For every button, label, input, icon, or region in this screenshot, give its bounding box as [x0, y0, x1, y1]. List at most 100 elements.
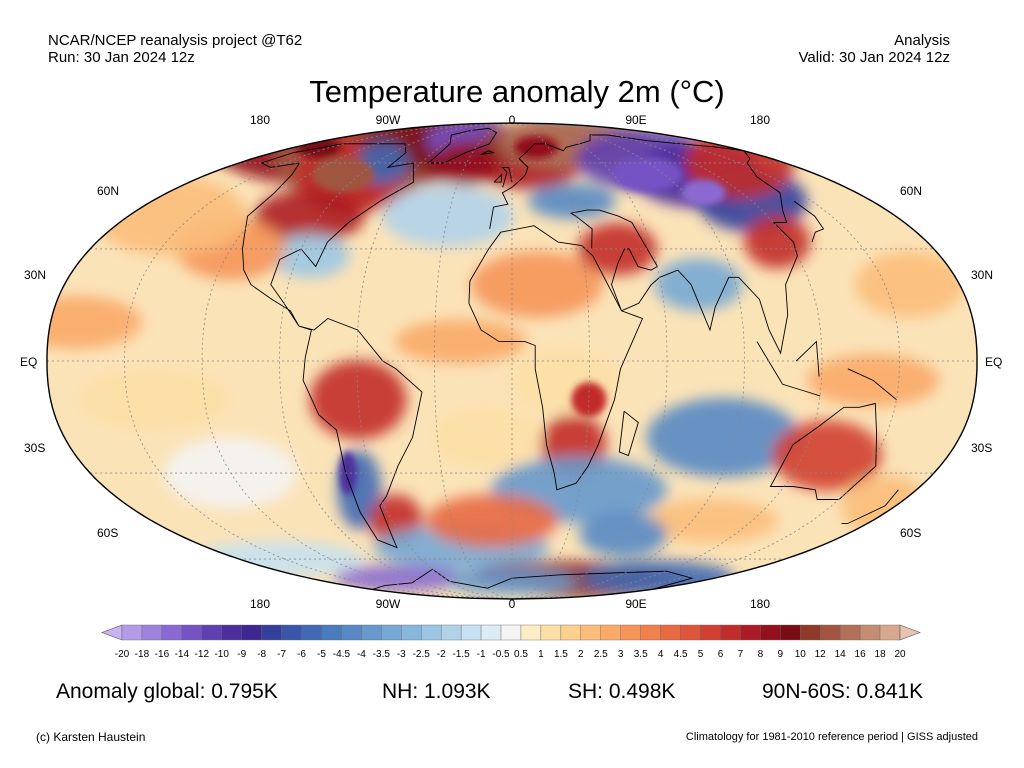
colorbar-tick-label: 10	[795, 649, 807, 660]
colorbar-cell	[500, 624, 522, 641]
colorbar-cell	[859, 624, 881, 641]
lon-label-top: 90W	[376, 113, 401, 127]
colorbar-cell	[440, 624, 462, 641]
lon-label-bottom: 0	[509, 597, 516, 611]
colorbar-tick-label: -12	[195, 649, 210, 660]
colorbar-cell	[720, 624, 741, 641]
colorbar-cell	[221, 624, 242, 641]
lon-label-top: 90E	[625, 113, 646, 127]
global-anomaly: Anomaly global: 0.795K	[56, 680, 278, 703]
colorbar-tick-label: 2.5	[594, 649, 608, 660]
colorbar-cell	[141, 624, 163, 641]
colorbar-tick-label: -9	[237, 649, 246, 660]
credit-label: (c) Karsten Haustein	[36, 730, 146, 744]
colorbar-cell	[241, 624, 262, 641]
colorbar-cell	[421, 624, 442, 641]
colorbar-tick-label: 14	[835, 649, 847, 660]
colorbar-tick-label: 6	[718, 649, 724, 660]
lon-label-bottom: 90W	[376, 597, 401, 611]
colorbar-tick-label: 1	[538, 649, 544, 660]
analysis-label: Analysis	[894, 32, 950, 49]
colorbar-cell	[580, 624, 601, 641]
colorbar-tick-label: 5	[698, 649, 704, 660]
colorbar-tick-label: -20	[115, 649, 130, 660]
anomaly-field	[47, 123, 977, 599]
colorbar-tick-label: 3	[618, 649, 624, 660]
colorbar-tick-label: -14	[175, 649, 190, 660]
colorbar-tick-label: -2	[437, 649, 446, 660]
colorbar-tick-label: 1.5	[554, 649, 568, 660]
colorbar-cell	[600, 624, 621, 641]
lon-label-top: 180	[750, 113, 770, 127]
colorbar-tick-label: 12	[815, 649, 827, 660]
colorbar-cell	[341, 624, 362, 641]
colorbar-tick-label: -18	[135, 649, 150, 660]
lat-label-right: 30N	[971, 268, 993, 282]
colorbar-tick-label: -1.5	[452, 649, 470, 660]
colorbar-tick-label: -2.5	[413, 649, 431, 660]
lat-label-left: 30S	[24, 441, 45, 455]
colorbar-tick-label: 0.5	[514, 649, 528, 660]
globe-outline	[46, 122, 978, 600]
colorbar-cell	[620, 624, 641, 641]
colorbar-tick-label: -4.5	[333, 649, 351, 660]
colorbar-cell	[560, 624, 582, 641]
colorbar-tick-label: 4	[658, 649, 664, 660]
lat-label-right: 60N	[900, 184, 922, 198]
source-label: NCAR/NCEP reanalysis project @T62	[48, 32, 303, 49]
colorbar-cell	[640, 624, 661, 641]
colorbar-tick-label: 8	[758, 649, 764, 660]
lat-label-left: 60N	[97, 184, 119, 198]
colorbar-tick-label: -3	[397, 649, 406, 660]
colorbar-cell	[780, 624, 801, 641]
colorbar-min-arrow	[101, 624, 123, 641]
lat-label-right: 30S	[971, 441, 992, 455]
colorbar-tick-label: -7	[277, 649, 286, 660]
colorbar-cell	[361, 624, 382, 641]
colorbar-cell	[321, 624, 342, 641]
colorbar-tick-label: -5	[317, 649, 326, 660]
lat-label-left: EQ	[20, 355, 37, 369]
colorbar-tick-label: 2	[578, 649, 584, 660]
colorbar-cell	[181, 624, 203, 641]
lat-label-left: 30N	[24, 268, 46, 282]
colorbar-cell	[161, 624, 183, 641]
sh-anomaly: SH: 0.498K	[568, 680, 676, 703]
colorbar-cell	[460, 624, 482, 641]
colorbar-cell	[201, 624, 222, 641]
colorbar-tick-label: 9	[778, 649, 784, 660]
colorbar-cell	[839, 624, 861, 641]
colorbar-cell	[401, 624, 422, 641]
arctic-anomaly: 90N-60S: 0.841K	[762, 680, 924, 703]
lon-label-bottom: 180	[750, 597, 770, 611]
colorbar-cell	[540, 624, 562, 641]
colorbar-tick-label: -6	[297, 649, 306, 660]
valid-label: Valid: 30 Jan 2024 12z	[798, 49, 950, 66]
lon-label-bottom: 180	[250, 597, 270, 611]
colorbar-cell	[820, 624, 841, 641]
colorbar-tick-label: -0.5	[492, 649, 510, 660]
colorbar-max-arrow	[899, 624, 921, 641]
colorbar-cell	[700, 624, 721, 641]
colorbar-cell	[879, 624, 901, 641]
nh-anomaly: NH: 1.093K	[382, 680, 491, 703]
colorbar-tick-label: 4.5	[674, 649, 688, 660]
colorbar-tick-label: -16	[155, 649, 170, 660]
colorbar-cell	[381, 624, 402, 641]
climatology-note: Climatology for 1981-2010 reference peri…	[685, 731, 978, 743]
lon-label-top: 0	[509, 113, 516, 127]
lat-label-right: 60S	[900, 526, 921, 540]
colorbar-cell	[261, 624, 282, 641]
colorbar-tick-label: -1	[477, 649, 486, 660]
colorbar-cell	[480, 624, 502, 641]
colorbar-tick-label: -8	[257, 649, 266, 660]
colorbar-cell	[520, 624, 542, 641]
colorbar-cell	[740, 624, 761, 641]
colorbar-tick-label: 16	[855, 649, 867, 660]
colorbar-tick-label: -4	[357, 649, 366, 660]
lat-label-right: EQ	[985, 355, 1002, 369]
map-title: Temperature anomaly 2m (°C)	[309, 74, 725, 109]
colorbar-cell	[121, 624, 143, 641]
run-label: Run: 30 Jan 2024 12z	[48, 49, 195, 66]
